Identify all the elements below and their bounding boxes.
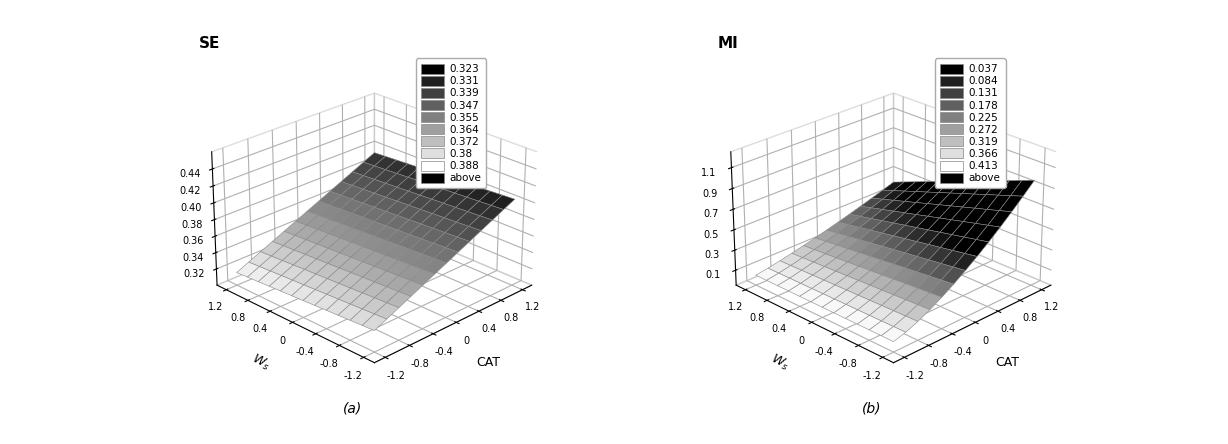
X-axis label: CAT: CAT bbox=[476, 356, 500, 369]
Legend: 0.037, 0.084, 0.131, 0.178, 0.225, 0.272, 0.319, 0.366, 0.413, above: 0.037, 0.084, 0.131, 0.178, 0.225, 0.272… bbox=[936, 59, 1006, 188]
Y-axis label: $W_s$: $W_s$ bbox=[249, 351, 273, 373]
Text: MI: MI bbox=[718, 36, 739, 51]
Legend: 0.323, 0.331, 0.339, 0.347, 0.355, 0.364, 0.372, 0.38, 0.388, above: 0.323, 0.331, 0.339, 0.347, 0.355, 0.364… bbox=[416, 59, 486, 188]
Y-axis label: $W_s$: $W_s$ bbox=[769, 351, 792, 373]
Text: (a): (a) bbox=[343, 401, 362, 415]
X-axis label: CAT: CAT bbox=[995, 356, 1019, 369]
Text: (b): (b) bbox=[862, 401, 882, 415]
Text: SE: SE bbox=[199, 36, 220, 51]
